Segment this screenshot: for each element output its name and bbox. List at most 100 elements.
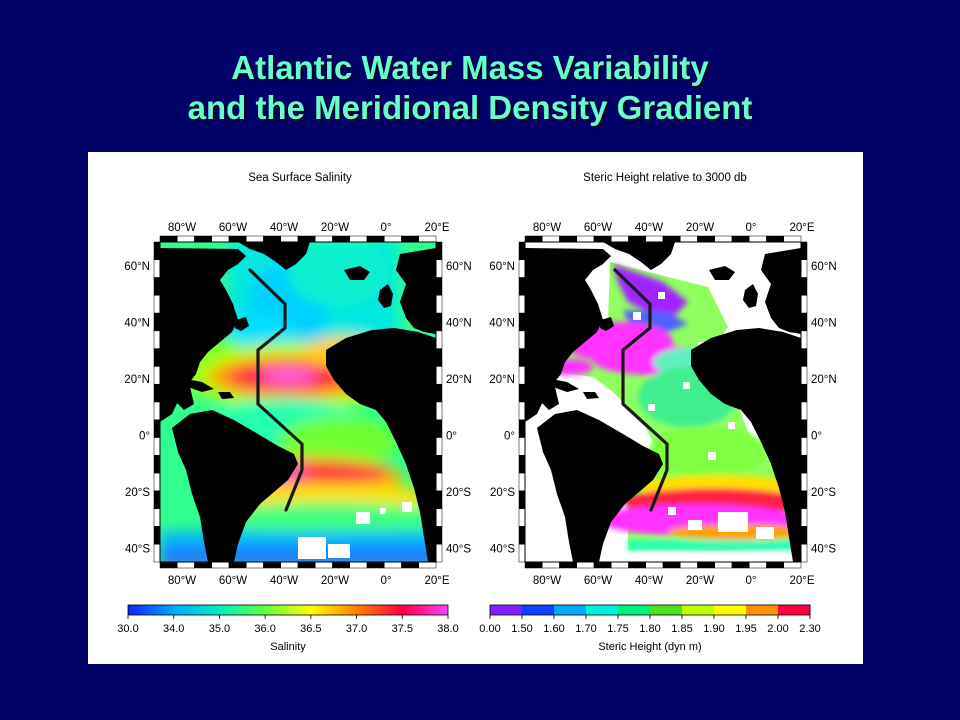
colorbar-label: Steric Height (dyn m) (598, 641, 701, 653)
frame-tick (263, 561, 281, 569)
frame-tick (435, 312, 443, 332)
frame-tick (518, 366, 526, 385)
frame-tick (153, 508, 161, 527)
frame-tick (228, 561, 247, 569)
lon-label-bottom: 60°W (219, 575, 247, 587)
colorbar-label: Salinity (270, 641, 306, 653)
frame-tick (731, 561, 750, 569)
lon-label-top: 60°W (584, 222, 612, 234)
frame-tick (418, 561, 437, 569)
frame-tick (518, 455, 526, 474)
frame-tick (593, 235, 612, 243)
frame-tick (800, 419, 808, 438)
colorbar-tick-label: 1.85 (671, 623, 692, 635)
gulf-mexico-land (525, 367, 559, 410)
hispaniola-land (218, 392, 234, 399)
frame-tick (435, 259, 443, 278)
lon-label-top: 20°E (424, 222, 449, 234)
salinity-map-title: Sea Surface Salinity (248, 172, 352, 184)
frame-tick (435, 455, 443, 474)
colorbar-tick-label: 36.0 (254, 623, 275, 635)
frame-tick (518, 330, 526, 349)
lat-label-left: 60°N (124, 261, 150, 273)
frame-tick (662, 561, 681, 569)
frame-tick (800, 472, 808, 492)
frame-tick (800, 508, 808, 527)
colorbar-swatch (554, 605, 587, 615)
frame-tick (401, 561, 419, 569)
europe-land (396, 248, 436, 334)
frame-tick (435, 277, 443, 296)
frame-tick (401, 235, 419, 243)
lon-label-top: 20°W (321, 222, 349, 234)
lat-label-left: 20°N (124, 374, 150, 386)
frame-tick (153, 526, 161, 545)
frame-tick (159, 561, 178, 569)
frame-tick (153, 455, 161, 474)
frame-tick (524, 561, 543, 569)
frame-tick (800, 543, 808, 563)
frame-tick (518, 348, 526, 367)
frame-tick (211, 561, 230, 569)
lon-label-top: 0° (381, 222, 392, 234)
frame-tick (297, 235, 316, 243)
lon-label-top: 80°W (533, 222, 561, 234)
slide-title-line-1: Atlantic Water Mass Variability (231, 49, 709, 86)
newfoundland-land (600, 317, 614, 331)
lat-label-right: 40°S (446, 544, 471, 556)
frame-tick (435, 419, 443, 438)
frame-tick (194, 235, 212, 243)
south-america-land (172, 410, 298, 562)
frame-tick (518, 508, 526, 527)
frame-tick (349, 235, 368, 243)
slide-title: Atlantic Water Mass Variability and the … (0, 48, 940, 128)
frame-tick (153, 277, 161, 296)
colorbar-swatch (650, 605, 683, 615)
frame-tick (593, 561, 612, 569)
frame-tick (153, 419, 161, 438)
frame-tick (697, 235, 715, 243)
frame-tick (800, 330, 808, 349)
lat-label-left: 40°S (125, 544, 150, 556)
frame-tick (576, 561, 595, 569)
lon-label-top: 20°E (789, 222, 814, 234)
frame-tick (332, 561, 350, 569)
colorbar-tick-label: 34.0 (163, 623, 184, 635)
lon-label-bottom: 80°W (533, 575, 561, 587)
frame-tick (559, 235, 577, 243)
lat-label-right: 60°N (446, 261, 472, 273)
land-masses (525, 242, 801, 562)
colorbar-swatch (522, 605, 555, 615)
frame-tick (628, 235, 646, 243)
lat-label-right: 0° (446, 431, 457, 443)
frame-tick (766, 561, 784, 569)
frame-tick (542, 235, 560, 243)
colorbar-tick-label: 35.0 (209, 623, 230, 635)
colorbar-swatch (618, 605, 651, 615)
frame-tick (611, 561, 629, 569)
frame-tick (518, 383, 526, 403)
cuba-land (186, 379, 214, 392)
frame-tick (518, 259, 526, 278)
colorbar-tick-label: 1.75 (607, 623, 628, 635)
lat-label-left: 60°N (489, 261, 515, 273)
frame-tick (153, 490, 161, 509)
frame-tick (518, 277, 526, 296)
colorbar-border (127, 604, 449, 616)
lon-label-bottom: 60°W (584, 575, 612, 587)
map-frame: 80°W 80°W 60°W 60°W 40°W 40°W 20°W 20°W 0° 0° 20°E… (124, 222, 471, 587)
frame-tick (384, 561, 402, 569)
hispaniola-land (583, 392, 599, 399)
lat-label-right: 20°S (446, 487, 471, 499)
colorbar-gradient (128, 605, 448, 615)
lat-label-right: 60°N (811, 261, 837, 273)
frame-tick (435, 330, 443, 349)
land-masses (160, 242, 436, 562)
frame-tick (418, 235, 437, 243)
frame-tick (435, 401, 443, 421)
lon-label-bottom: 80°W (168, 575, 196, 587)
salinity-colorbar: 30.0 34.0 35.0 36.0 36.5 37.0 37.5 38.0 Salinity (117, 604, 459, 653)
frame-tick (153, 543, 161, 563)
colorbar-tick-label: 37.5 (392, 623, 413, 635)
frame-tick (315, 561, 333, 569)
